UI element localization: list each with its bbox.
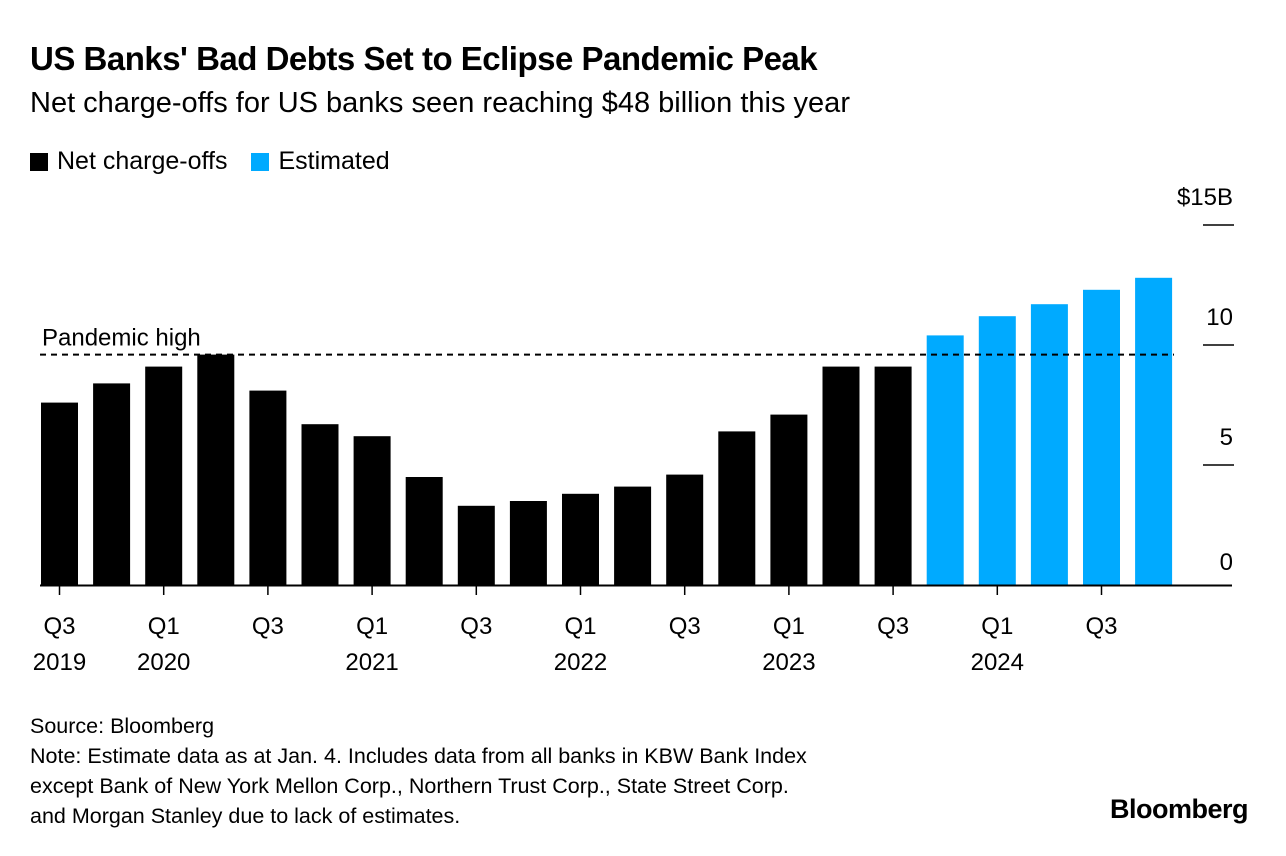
y-tick-label: 0 — [1220, 549, 1233, 576]
legend-label-net-charge-offs: Net charge-offs — [57, 147, 228, 175]
x-tick-label-year: 2021 — [345, 649, 398, 676]
bar-actual-13 — [666, 474, 704, 585]
legend-swatch-net-charge-offs — [30, 152, 48, 171]
legend-label-estimated: Estimated — [278, 147, 390, 175]
y-tick-label: 5 — [1220, 424, 1233, 451]
bar-actual-5 — [249, 390, 287, 585]
chart-subtitle: Net charge-offs for US banks seen reachi… — [30, 87, 850, 119]
legend: Net charge-offs Estimated — [30, 147, 414, 176]
x-tick-label-quarter: Q1 — [773, 613, 805, 640]
bar-actual-16 — [822, 366, 860, 585]
bar-actual-6 — [301, 424, 339, 585]
bar-actual-12 — [614, 486, 652, 585]
x-tick-label-quarter: Q3 — [1085, 613, 1117, 640]
note-line-2: except Bank of New York Mellon Corp., No… — [30, 774, 789, 798]
x-tick-label-quarter: Q3 — [43, 613, 75, 640]
y-tick-label: $15B — [1177, 184, 1233, 211]
bar-chart: 0 5 10 $15B Pandemic high Q3 2019 Q1 2020 Q3 Q1 202… — [33, 184, 1234, 676]
x-tick-label-quarter: Q1 — [356, 613, 388, 640]
bar-estimated-20 — [1030, 304, 1068, 585]
x-tick-label-quarter: Q3 — [460, 613, 492, 640]
x-tick-label-quarter: Q3 — [252, 613, 284, 640]
x-tick-label-year: 2023 — [762, 649, 815, 676]
bar-actual-2 — [93, 383, 131, 585]
bar-actual-4 — [197, 354, 235, 585]
bar-estimated-21 — [1083, 289, 1120, 585]
x-tick-label-quarter: Q1 — [981, 613, 1013, 640]
bloomberg-logo: Bloomberg — [1109, 794, 1249, 824]
legend-item-estimated: Estimated — [251, 147, 390, 176]
footer: Source: Bloomberg Note: Estimate data as… — [30, 711, 807, 831]
bar-actual-9 — [457, 505, 495, 585]
bar-actual-11 — [562, 493, 599, 585]
x-tick-label-quarter: Q1 — [148, 613, 180, 640]
bar-actual-8 — [405, 477, 443, 585]
y-tick-label: 10 — [1206, 304, 1233, 331]
legend-swatch-estimated — [251, 152, 270, 171]
x-tick-label-year: 2024 — [971, 649, 1024, 676]
bar-estimated-19 — [978, 316, 1016, 585]
chart-title: US Banks' Bad Debts Set to Eclipse Pande… — [30, 40, 818, 77]
bar-actual-17 — [874, 366, 912, 585]
bar-actual-14 — [718, 431, 756, 585]
bar-estimated-22 — [1135, 277, 1173, 585]
bar-actual-15 — [770, 414, 808, 585]
note-line-1: Note: Estimate data as at Jan. 4. Includ… — [30, 744, 807, 768]
bar-actual-10 — [509, 501, 547, 585]
bar-actual-1 — [41, 402, 78, 585]
x-tick-label-year: 2019 — [33, 649, 86, 676]
bar-estimated-18 — [926, 335, 964, 585]
pandemic-high-label: Pandemic high — [42, 325, 201, 352]
bar-actual-7 — [353, 436, 391, 585]
source-text: Source: Bloomberg — [30, 714, 215, 738]
x-tick-label-quarter: Q1 — [564, 613, 596, 640]
x-tick-label-year: 2020 — [137, 649, 190, 676]
note-line-3: and Morgan Stanley due to lack of estima… — [30, 804, 461, 828]
x-tick-label-quarter: Q3 — [669, 613, 701, 640]
legend-item-net-charge-offs: Net charge-offs — [30, 147, 227, 176]
bar-actual-3 — [145, 366, 183, 585]
x-tick-label-year: 2022 — [554, 649, 607, 676]
x-tick-label-quarter: Q3 — [877, 613, 909, 640]
